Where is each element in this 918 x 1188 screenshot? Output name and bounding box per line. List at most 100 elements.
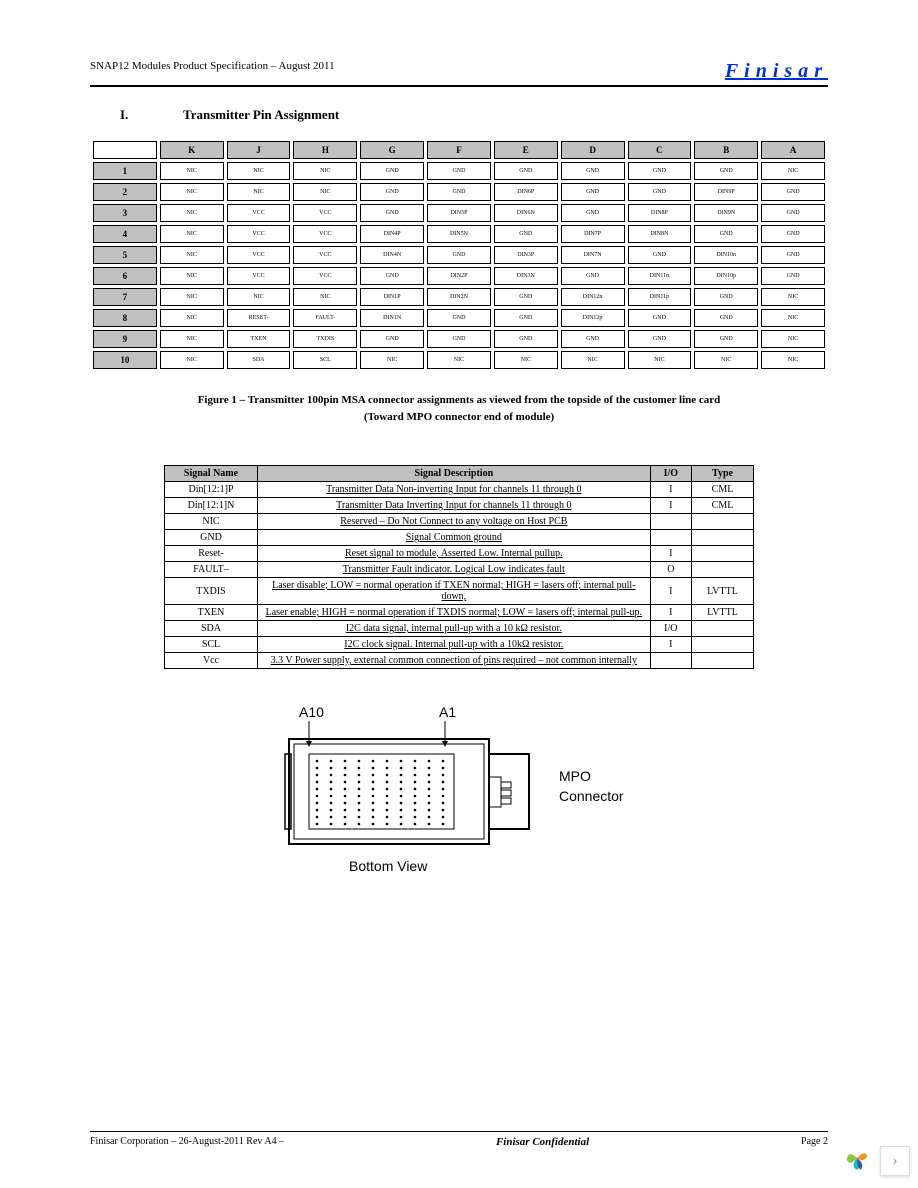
- pin-cell: GND: [494, 162, 558, 180]
- sig-cell: NIC: [165, 514, 258, 530]
- pin-cell: DIN3N: [494, 267, 558, 285]
- nav-logo-icon[interactable]: [840, 1141, 874, 1180]
- pin-cell: DIN5N: [427, 225, 491, 243]
- page-footer: Finisar Corporation – 26-August-2011 Rev…: [90, 1131, 828, 1148]
- nav-next-button[interactable]: ›: [880, 1146, 910, 1176]
- sig-cell: [691, 637, 753, 653]
- pin-cell: GND: [628, 162, 692, 180]
- pin-cell: NIC: [360, 351, 424, 369]
- pin-cell: GND: [427, 183, 491, 201]
- pin-col-header: B: [694, 141, 758, 159]
- pin-cell: DIN7P: [561, 225, 625, 243]
- pin-cell: NIC: [628, 351, 692, 369]
- pin-row-header: 2: [93, 183, 157, 201]
- sig-cell: CML: [691, 482, 753, 498]
- pin-cell: VCC: [293, 246, 357, 264]
- sig-cell: I: [650, 578, 691, 605]
- section-title-text: Transmitter Pin Assignment: [183, 107, 339, 122]
- sig-cell: SDA: [165, 621, 258, 637]
- pin-cell: VCC: [293, 267, 357, 285]
- section-title: I. Transmitter Pin Assignment: [120, 107, 828, 123]
- pin-col-header: F: [427, 141, 491, 159]
- pin-cell: VCC: [293, 204, 357, 222]
- pin-cell: DIN6N: [494, 204, 558, 222]
- connector-svg: A10 A1 MPO Connector Bottom View: [259, 699, 659, 879]
- sig-cell: Laser enable; HIGH = normal operation if…: [258, 605, 651, 621]
- pin-row-header: 4: [93, 225, 157, 243]
- pin-cell: GND: [360, 162, 424, 180]
- chevron-right-icon: ›: [892, 1152, 897, 1170]
- pin-cell: NIC: [160, 288, 224, 306]
- pin-cell: SCL: [293, 351, 357, 369]
- pin-cell: GND: [628, 246, 692, 264]
- sig-header: I/O: [650, 466, 691, 482]
- pin-cell: NIC: [227, 162, 291, 180]
- sig-cell: I2C clock signal. Internal pull-up with …: [258, 637, 651, 653]
- pin-cell: DIN3P: [494, 246, 558, 264]
- pin-cell: GND: [761, 246, 825, 264]
- sig-cell: O: [650, 562, 691, 578]
- sig-cell: I: [650, 605, 691, 621]
- pin-cell: VCC: [227, 246, 291, 264]
- pin-cell: NIC: [160, 330, 224, 348]
- pin-cell: VCC: [293, 225, 357, 243]
- footer-right: Page 2: [801, 1136, 828, 1148]
- sig-cell: LVTTL: [691, 605, 753, 621]
- pin-cell: DIN11n: [628, 267, 692, 285]
- pin-col-header: C: [628, 141, 692, 159]
- pin-cell: GND: [494, 309, 558, 327]
- pin-cell: NIC: [160, 351, 224, 369]
- pin-col-header: E: [494, 141, 558, 159]
- pin-table-corner: [93, 141, 157, 159]
- pin-cell: NIC: [160, 162, 224, 180]
- pin-cell: GND: [561, 183, 625, 201]
- pin-cell: DIN7N: [561, 246, 625, 264]
- sig-cell: I: [650, 546, 691, 562]
- connector-diagram: A10 A1 MPO Connector Bottom View: [90, 699, 828, 884]
- pin-cell: GND: [694, 288, 758, 306]
- pin-cell: DIN9P: [694, 183, 758, 201]
- pin-cell: NIC: [293, 183, 357, 201]
- sig-cell: [691, 530, 753, 546]
- sig-cell: I: [650, 498, 691, 514]
- label-a1: A1: [439, 704, 456, 720]
- pin-cell: DIN9N: [694, 204, 758, 222]
- pin-cell: GND: [628, 183, 692, 201]
- pin-cell: DIN2N: [427, 288, 491, 306]
- pin-row-header: 7: [93, 288, 157, 306]
- sig-cell: [691, 546, 753, 562]
- sig-cell: Reserved – Do Not Connect to any voltage…: [258, 514, 651, 530]
- pin-col-header: G: [360, 141, 424, 159]
- pin-row-header: 10: [93, 351, 157, 369]
- pin-cell: GND: [761, 225, 825, 243]
- sig-cell: FAULT–: [165, 562, 258, 578]
- pin-cell: DIN8P: [628, 204, 692, 222]
- pin-cell: GND: [694, 309, 758, 327]
- sig-cell: TXEN: [165, 605, 258, 621]
- sig-cell: Vcc: [165, 653, 258, 669]
- sig-cell: [691, 621, 753, 637]
- pin-cell: NIC: [561, 351, 625, 369]
- pin-cell: DIN10n: [694, 246, 758, 264]
- sig-cell: 3.3 V Power supply, external common conn…: [258, 653, 651, 669]
- pin-cell: RESET-: [227, 309, 291, 327]
- sig-cell: I: [650, 482, 691, 498]
- pin-cell: GND: [561, 330, 625, 348]
- pin-cell: GND: [761, 267, 825, 285]
- sig-cell: Din[12:1]N: [165, 498, 258, 514]
- header-left-text: SNAP12 Modules Product Specification – A…: [90, 60, 335, 83]
- nav-corner: ›: [840, 1141, 910, 1180]
- pin-row-header: 5: [93, 246, 157, 264]
- pin-cell: DIN1P: [360, 288, 424, 306]
- sig-cell: TXDIS: [165, 578, 258, 605]
- pin-cell: NIC: [293, 288, 357, 306]
- pin-row-header: 6: [93, 267, 157, 285]
- pin-cell: NIC: [293, 162, 357, 180]
- pin-cell: DIN4P: [360, 225, 424, 243]
- pin-cell: GND: [427, 330, 491, 348]
- figure-caption: Figure 1 – Transmitter 100pin MSA connec…: [90, 392, 828, 425]
- pin-cell: TXEN: [227, 330, 291, 348]
- sig-cell: Laser disable; LOW = normal operation if…: [258, 578, 651, 605]
- sig-header: Signal Name: [165, 466, 258, 482]
- pin-cell: VCC: [227, 225, 291, 243]
